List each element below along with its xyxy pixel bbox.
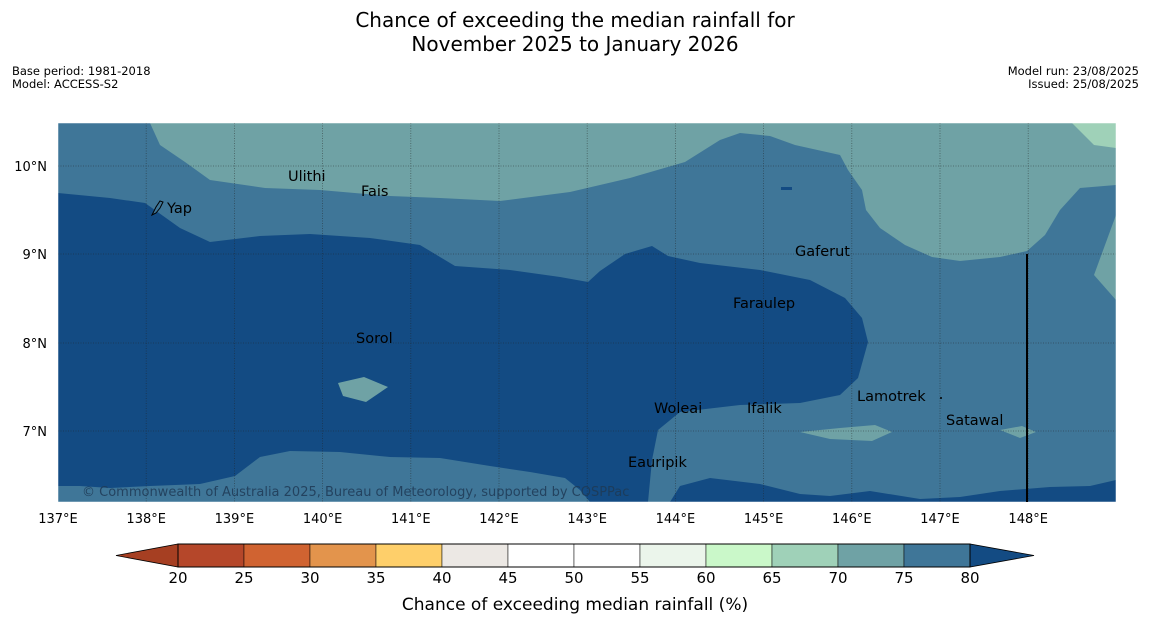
colorbar-segment [309, 543, 377, 568]
band-80-south [670, 478, 1116, 502]
band-70-75-north [150, 123, 1116, 261]
band-80-central [58, 193, 868, 502]
colorbar-tick-50: 50 [564, 569, 583, 587]
lon-label-146-e: 146°E [832, 512, 872, 527]
colorbar-extend-low [115, 543, 179, 568]
yap-island-shape [150, 200, 164, 217]
band-70-75-patch-a [800, 425, 892, 441]
place-label-woleai: Woleai [654, 401, 702, 417]
colorbar-tick-30: 30 [300, 569, 319, 587]
colorbar-segment [243, 543, 311, 568]
colorbar-segment [639, 543, 707, 568]
place-label-yap: Yap [166, 201, 192, 217]
copyright-text: © Commonwealth of Australia 2025, Bureau… [82, 485, 629, 500]
place-label-ifalik: Ifalik [747, 401, 782, 417]
lon-label-137-e: 137°E [38, 512, 78, 527]
map-title: Chance of exceeding the median rainfall … [0, 8, 1150, 56]
band-80-speck [781, 187, 792, 190]
colorbar-label: Chance of exceeding median rainfall (%) [402, 595, 748, 615]
lat-label-10-n: 10°N [14, 160, 47, 175]
place-label-ulithi: Ulithi [288, 169, 326, 185]
place-label-lamotrek: Lamotrek [857, 389, 926, 405]
lon-label-144-e: 144°E [656, 512, 696, 527]
place-label-sorol: Sorol [356, 331, 393, 347]
colorbar-tick-20: 20 [168, 569, 187, 587]
title-line-2: November 2025 to January 2026 [411, 32, 739, 56]
meta-left: Base period: 1981-2018 Model: ACCESS-S2 [12, 65, 151, 91]
lon-label-139-e: 139°E [215, 512, 255, 527]
lon-label-143-e: 143°E [567, 512, 607, 527]
place-label-eauripik: Eauripik [628, 455, 687, 471]
lat-label-7-n: 7°N [23, 425, 48, 440]
colorbar-tick-65: 65 [762, 569, 781, 587]
place-label-satawal: Satawal [946, 413, 1003, 429]
colorbar-segment [573, 543, 641, 568]
place-label-gaferut: Gaferut [795, 244, 850, 260]
lon-label-138-e: 138°E [126, 512, 166, 527]
graticule [58, 123, 1116, 502]
colorbar-extend-high [969, 543, 1035, 568]
title-line-1: Chance of exceeding the median rainfall … [355, 8, 795, 32]
colorbar-segment [507, 543, 575, 568]
band-70-75-east [1094, 215, 1116, 300]
colorbar-tick-25: 25 [234, 569, 253, 587]
colorbar: 20 25 30 35 40 45 50 55 60 65 70 75 80 [115, 543, 1035, 587]
lat-label-9-n: 9°N [23, 248, 48, 263]
model-run-text: Model run: 23/08/2025 [1007, 64, 1139, 78]
longitude-labels: 137°E 138°E 139°E 140°E 141°E 142°E 143°E 144°E… [38, 512, 1048, 527]
base-period-text: Base period: 1981-2018 [12, 64, 151, 78]
island-marker [940, 397, 942, 399]
colorbar-segment [375, 543, 443, 568]
place-label-fais: Fais [361, 184, 388, 200]
lon-label-141-e: 141°E [391, 512, 431, 527]
colorbar-segment [705, 543, 773, 568]
colorbar-segment [177, 543, 245, 568]
colorbar-segment [837, 543, 905, 568]
colorbar-tick-40: 40 [432, 569, 451, 587]
colorbar-tick-55: 55 [630, 569, 649, 587]
band-75-80-southwest [58, 451, 590, 502]
lon-label-148-e: 148°E [1008, 512, 1048, 527]
colorbar-segment [771, 543, 839, 568]
lon-label-145-e: 145°E [744, 512, 784, 527]
lon-label-140-e: 140°E [303, 512, 343, 527]
place-label-faraulep: Faraulep [733, 296, 795, 312]
issued-text: Issued: 25/08/2025 [1028, 77, 1139, 91]
meta-right: Model run: 23/08/2025 Issued: 25/08/2025 [1008, 65, 1139, 91]
lat-label-8-n: 8°N [23, 337, 48, 352]
colorbar-tick-80: 80 [960, 569, 979, 587]
lon-label-142-e: 142°E [479, 512, 519, 527]
place-labels: Yap Ulithi Fais Gaferut Faraulep Sorol Lamotre… [166, 169, 1003, 471]
colorbar-segment [441, 543, 509, 568]
band-70-75-blob [338, 377, 388, 402]
latitude-labels: 10°N 9°N 8°N 7°N [14, 160, 47, 440]
colorbar-tick-35: 35 [366, 569, 385, 587]
colorbar-tick-45: 45 [498, 569, 517, 587]
map-panel [58, 123, 1116, 502]
colorbar-outline [177, 543, 971, 568]
colorbar-tick-75: 75 [894, 569, 913, 587]
map-border [57, 122, 1117, 503]
band-65-70-corner [1072, 123, 1116, 148]
model-text: Model: ACCESS-S2 [12, 77, 119, 91]
colorbar-segment [903, 543, 971, 568]
colorbar-tick-60: 60 [696, 569, 715, 587]
colorbar-tick-70: 70 [828, 569, 847, 587]
lon-label-147-e: 147°E [920, 512, 960, 527]
